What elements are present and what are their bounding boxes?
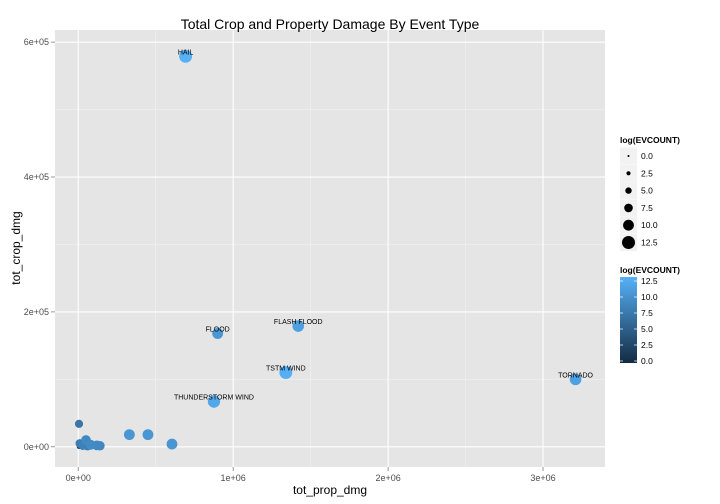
colorbar-label: 12.5	[641, 276, 658, 286]
colorbar-label: 2.5	[641, 340, 653, 350]
colorbar-label: 7.5	[641, 308, 653, 318]
colorbar-label: 0.0	[641, 356, 653, 366]
data-point	[212, 328, 224, 339]
color-legend: log(EVCOUNT)12.5 10.0 7.5 5.0 2.5 0.0	[620, 265, 680, 366]
point-label: TSTM WIND	[266, 366, 306, 373]
x-axis-ticks: 0e+00 1e+06 2e+06 3e+06	[66, 467, 556, 483]
size-legend-dot	[624, 203, 633, 213]
panel-background	[55, 30, 605, 467]
colorbar-label: 5.0	[641, 324, 653, 334]
size-legend-dot	[626, 171, 631, 176]
x-tick-label: 3e+06	[530, 473, 555, 483]
size-legend-dot	[627, 155, 630, 157]
x-tick-label: 1e+06	[221, 473, 246, 483]
size-legend-label: 7.5	[641, 203, 653, 213]
size-legend-dot	[622, 236, 635, 249]
size-legend-dot	[625, 187, 632, 194]
point-label: FLOOD	[206, 326, 230, 333]
x-tick-label: 0e+00	[66, 473, 91, 483]
size-legend-dot	[623, 219, 634, 231]
size-legend-label: 12.5	[641, 238, 658, 248]
data-point	[179, 49, 193, 63]
y-tick-label: 6e+05	[24, 37, 49, 47]
gridlines	[55, 30, 605, 467]
y-tick-label: 2e+05	[24, 307, 49, 317]
data-point	[74, 419, 84, 428]
point-label: TORNADO	[558, 372, 593, 379]
data-point	[142, 429, 154, 441]
y-tick-label: 4e+05	[24, 172, 49, 182]
data-points	[74, 49, 582, 451]
size-legend-label: 10.0	[641, 220, 658, 230]
data-point	[292, 320, 305, 332]
y-tick-label: 0e+00	[24, 442, 49, 452]
data-point	[123, 429, 135, 441]
y-axis-title: tot_crop_dmg	[9, 211, 23, 284]
size-legend: log(EVCOUNT) 0.0 2.5 5.0 7.5 10.0 12.5	[620, 135, 680, 251]
size-legend-label: 5.0	[641, 186, 653, 196]
color-legend-title: log(EVCOUNT)	[620, 265, 680, 275]
colorbar	[620, 277, 637, 363]
chart-title: Total Crop and Property Damage By Event …	[181, 16, 480, 32]
colorbar-label: 10.0	[641, 292, 658, 302]
data-point	[207, 395, 221, 408]
size-legend-title: log(EVCOUNT)	[620, 135, 680, 145]
y-axis-ticks: 0e+00 2e+05 4e+05 6e+05	[24, 37, 55, 452]
point-label: THUNDERSTORM WIND	[174, 395, 254, 402]
point-labels: HAIL FLASH FLOOD FLOOD TSTM WIND TORNADO THUN…	[174, 49, 594, 401]
point-label: FLASH FLOOD	[274, 319, 323, 326]
x-tick-label: 2e+06	[375, 473, 400, 483]
x-axis-title: tot_prop_dmg	[293, 483, 367, 497]
size-legend-label: 0.0	[641, 151, 653, 161]
data-point	[166, 438, 178, 450]
data-point	[569, 373, 582, 386]
size-legend-label: 2.5	[641, 168, 653, 178]
point-label: HAIL	[178, 49, 194, 56]
data-point	[85, 439, 96, 450]
data-point	[279, 366, 293, 379]
